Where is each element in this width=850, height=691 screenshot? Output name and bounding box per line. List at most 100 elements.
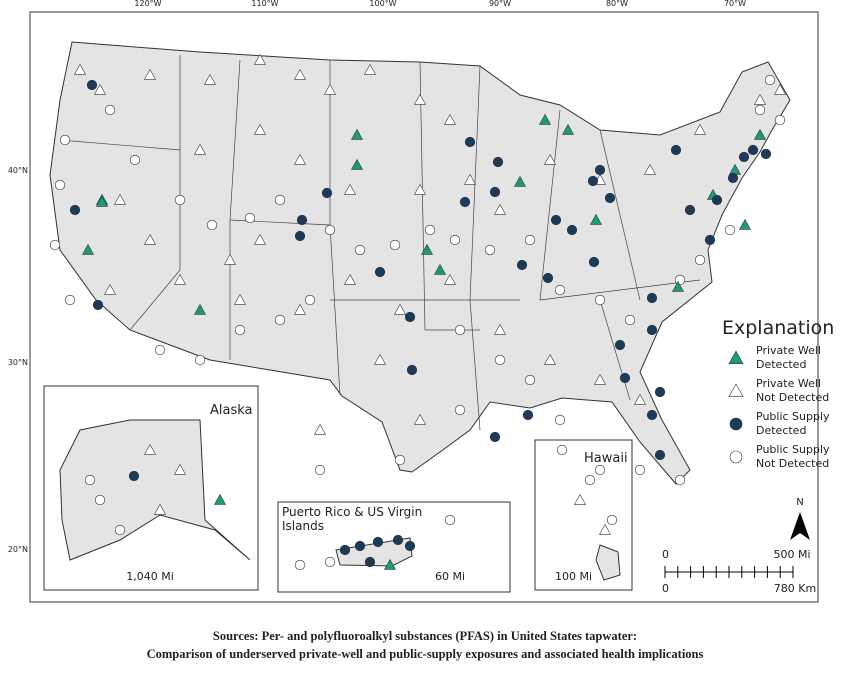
site-marker (49, 239, 61, 251)
site-marker (727, 172, 739, 184)
site-marker (143, 443, 157, 455)
site-marker (343, 273, 357, 285)
site-marker (754, 104, 766, 116)
legend-label: Private Well (756, 377, 821, 390)
hawaii-title: Hawaii (584, 451, 628, 466)
site-marker (404, 540, 416, 552)
lat-label: 40°N (8, 166, 28, 175)
site-marker (234, 324, 246, 336)
site-marker (64, 294, 76, 306)
site-marker (522, 409, 534, 421)
site-marker (324, 556, 336, 568)
alaska-land (59, 419, 251, 561)
site-marker (589, 213, 603, 225)
site-marker (494, 354, 506, 366)
site-marker (598, 523, 612, 535)
site-marker (484, 244, 496, 256)
site-marker (489, 186, 501, 198)
site-marker (728, 350, 744, 364)
site-marker (654, 386, 666, 398)
site-marker (413, 93, 427, 105)
site-marker (594, 464, 606, 476)
site-marker (747, 144, 759, 156)
site-marker (543, 153, 557, 165)
site-marker (174, 194, 186, 206)
site-marker (738, 151, 750, 163)
site-marker (449, 234, 461, 246)
site-marker (587, 175, 599, 187)
site-marker (84, 474, 96, 486)
site-marker (350, 158, 364, 170)
site-marker (113, 193, 127, 205)
site-marker (624, 314, 636, 326)
site-marker (103, 283, 117, 295)
site-marker (274, 194, 286, 206)
site-marker (738, 218, 752, 230)
legend-label: Not Detected (756, 391, 829, 404)
pr-title: Islands (282, 519, 324, 533)
site-marker (253, 53, 267, 65)
site-marker (554, 284, 566, 296)
site-marker (694, 254, 706, 266)
site-marker (566, 224, 578, 236)
site-marker (324, 224, 336, 236)
site-marker (363, 63, 377, 75)
site-marker (444, 514, 456, 526)
site-marker (454, 324, 466, 336)
site-marker (114, 524, 126, 536)
site-marker (223, 253, 237, 265)
site-marker (643, 163, 657, 175)
site-marker (433, 263, 447, 275)
site-marker (354, 244, 366, 256)
site-marker (513, 175, 527, 187)
lon-label: 110°W (251, 0, 278, 8)
site-marker (203, 73, 217, 85)
site-marker (413, 413, 427, 425)
site-marker (773, 83, 787, 95)
lat-label: 20°N (8, 545, 28, 554)
site-marker (253, 233, 267, 245)
scale-label: 0 (662, 548, 669, 561)
site-marker (684, 204, 696, 216)
site-marker (646, 409, 658, 421)
site-marker (293, 303, 307, 315)
legend-label: Detected (756, 424, 806, 437)
site-marker (304, 294, 316, 306)
site-marker (543, 353, 557, 365)
site-marker (54, 179, 66, 191)
lat-label: 30°N (8, 358, 28, 367)
site-marker (86, 79, 98, 91)
site-marker (81, 243, 95, 255)
site-marker (443, 273, 457, 285)
site-marker (372, 536, 384, 548)
site-marker (313, 423, 327, 435)
site-marker (129, 154, 141, 166)
site-marker (774, 114, 786, 126)
site-marker (764, 74, 776, 86)
site-marker (104, 104, 116, 116)
pr-title: Puerto Rico & US Virgin (282, 505, 422, 519)
site-marker (393, 303, 407, 315)
site-marker (143, 233, 157, 245)
hawaii-land (595, 544, 621, 581)
site-marker (524, 374, 536, 386)
lon-label: 100°W (369, 0, 396, 8)
site-marker (323, 83, 337, 95)
site-marker (294, 559, 306, 571)
site-marker (542, 272, 554, 284)
site-marker (343, 183, 357, 195)
site-marker (573, 493, 587, 505)
site-marker (561, 123, 575, 135)
site-marker (489, 431, 501, 443)
site-marker (389, 239, 401, 251)
site-marker (670, 144, 682, 156)
site-marker (493, 203, 507, 215)
site-marker (59, 134, 71, 146)
site-marker (93, 83, 107, 95)
scale-label: 500 Mi (773, 548, 810, 561)
site-marker (94, 494, 106, 506)
site-marker (711, 194, 723, 206)
legend-title: Explanation (722, 317, 834, 339)
